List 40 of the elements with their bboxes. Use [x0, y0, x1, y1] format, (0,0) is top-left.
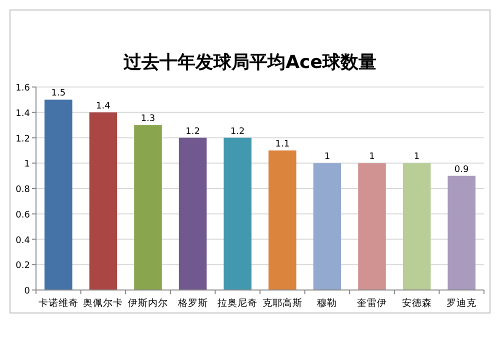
- bar: [44, 100, 72, 290]
- bar: [402, 163, 431, 290]
- x-tick-label: 拉奥尼奇: [218, 297, 258, 309]
- y-tick-label: 0.8: [16, 185, 30, 195]
- x-tick-label: 克耶高斯: [262, 297, 302, 309]
- y-tick-label: 1.4: [16, 108, 30, 119]
- bar: [224, 138, 252, 290]
- data-label: 1: [414, 152, 420, 162]
- data-label: 0.9: [454, 164, 470, 175]
- x-tick-label: 卡诺维奇: [38, 297, 78, 309]
- y-tick-label: 1: [24, 160, 30, 170]
- x-tick-label: 罗迪克: [446, 297, 477, 309]
- x-tick-label: 穆勒: [317, 297, 338, 309]
- x-tick-label: 安德森: [402, 297, 432, 309]
- data-label: 1.5: [51, 88, 66, 99]
- y-tick-label: 0.6: [16, 210, 30, 220]
- bar: [178, 138, 207, 290]
- data-label: 1.4: [96, 101, 111, 112]
- bar: [448, 176, 476, 290]
- data-label: 1.1: [275, 139, 290, 150]
- bar: [89, 112, 118, 290]
- data-label: 1.3: [140, 114, 156, 124]
- chart-title: 过去十年发球局平均Ace球数量: [122, 52, 376, 73]
- x-tick-label: 奎雷伊: [357, 297, 387, 309]
- bar: [134, 125, 162, 290]
- y-tick-label: 0.4: [16, 236, 30, 246]
- y-tick-label: 0: [24, 286, 30, 296]
- x-tick-label: 格罗斯: [176, 297, 208, 309]
- data-label: 1.2: [230, 126, 245, 137]
- data-label: 1: [369, 152, 375, 162]
- y-tick-label: 1.6: [16, 84, 30, 94]
- bar: [313, 163, 342, 290]
- x-tick-label: 奥佩尔卡: [83, 297, 124, 309]
- data-label: 1: [324, 152, 330, 162]
- bar: [358, 163, 386, 290]
- data-label: 1.2: [186, 126, 200, 137]
- bar: [268, 150, 296, 290]
- y-tick-label: 1.2: [16, 134, 30, 144]
- y-tick-label: 0.2: [16, 261, 30, 272]
- x-tick-label: 伊斯内尔: [128, 297, 168, 309]
